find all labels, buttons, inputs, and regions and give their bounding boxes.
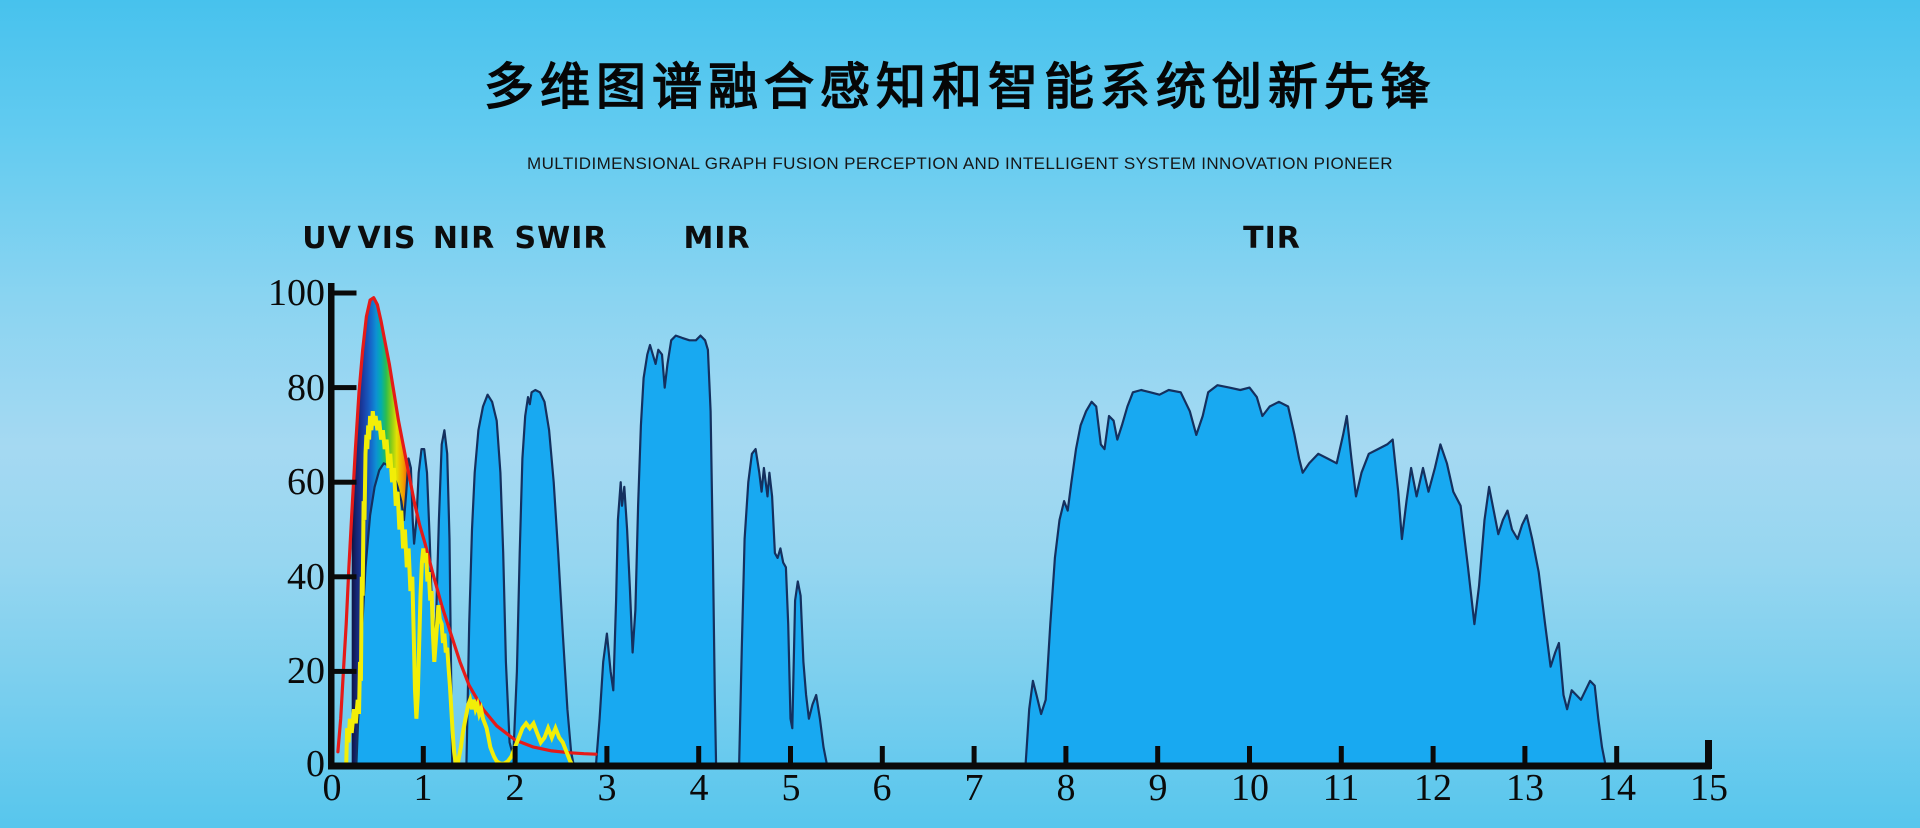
y-axis-tick xyxy=(334,385,357,391)
x-axis-tick xyxy=(1522,746,1528,763)
x-axis-tick xyxy=(604,746,610,763)
y-tick-label-100: 100 xyxy=(268,272,325,314)
x-axis-tick xyxy=(696,746,702,763)
y-axis-tick xyxy=(334,668,357,674)
x-axis-tick xyxy=(879,746,885,763)
page-subtitle: MULTIDIMENSIONAL GRAPH FUSION PERCEPTION… xyxy=(527,154,1393,173)
x-tick-label-10: 10 xyxy=(1231,767,1269,809)
x-axis-tick xyxy=(420,746,426,763)
x-tick-label-7: 7 xyxy=(964,767,984,809)
x-axis-tick xyxy=(512,746,518,763)
y-axis-tick xyxy=(334,479,357,485)
y-tick-label-80: 80 xyxy=(287,367,325,409)
x-tick-label-4: 4 xyxy=(689,767,709,809)
band-label-mir: MIR xyxy=(683,221,751,256)
x-tick-label-9: 9 xyxy=(1148,767,1168,809)
y-axis-tick xyxy=(334,290,357,296)
x-axis-tick xyxy=(1247,746,1252,763)
atmospheric-transmission-area xyxy=(355,334,1607,768)
x-tick-label-5: 5 xyxy=(781,767,801,809)
y-axis-tick xyxy=(334,574,357,580)
x-tick-label-6: 6 xyxy=(872,767,892,809)
band-label-nir: NIR xyxy=(432,221,496,256)
x-tick-label-13: 13 xyxy=(1506,767,1544,809)
x-tick-label-12: 12 xyxy=(1414,767,1452,809)
y-tick-label-40: 40 xyxy=(287,556,325,598)
x-tick-label-1: 1 xyxy=(413,767,433,809)
y-tick-label-60: 60 xyxy=(287,461,325,503)
x-axis-tick xyxy=(788,746,793,763)
y-tick-label-20: 20 xyxy=(287,650,325,692)
solar-envelope-curve xyxy=(336,296,598,756)
x-tick-label-8: 8 xyxy=(1056,767,1076,809)
x-axis-tick xyxy=(1338,746,1344,763)
x-axis-tick xyxy=(971,746,977,763)
y-axis-line xyxy=(328,283,335,770)
x-axis-line xyxy=(328,762,1711,770)
band-label-uv: UV xyxy=(302,221,352,256)
y-tick-label-0: 0 xyxy=(306,743,325,785)
x-tick-label-0: 0 xyxy=(322,767,342,809)
x-axis-tick xyxy=(1063,746,1069,763)
x-tick-label-2: 2 xyxy=(505,767,525,809)
band-label-vis: VIS xyxy=(357,221,417,256)
x-tick-label-14: 14 xyxy=(1598,767,1636,809)
x-tick-label-3: 3 xyxy=(597,767,617,809)
x-tick-label-15: 15 xyxy=(1690,767,1728,809)
band-label-tir: TIR xyxy=(1243,221,1301,256)
x-axis-end-tick xyxy=(1705,740,1712,769)
x-tick-label-11: 11 xyxy=(1322,767,1360,809)
x-axis-tick xyxy=(1430,746,1436,763)
x-axis-tick xyxy=(1155,746,1161,763)
band-label-swir: SWIR xyxy=(514,221,608,256)
x-axis-tick xyxy=(1614,746,1620,763)
page-title: 多维图谱融合感知和智能系统创新先锋 xyxy=(484,58,1436,116)
